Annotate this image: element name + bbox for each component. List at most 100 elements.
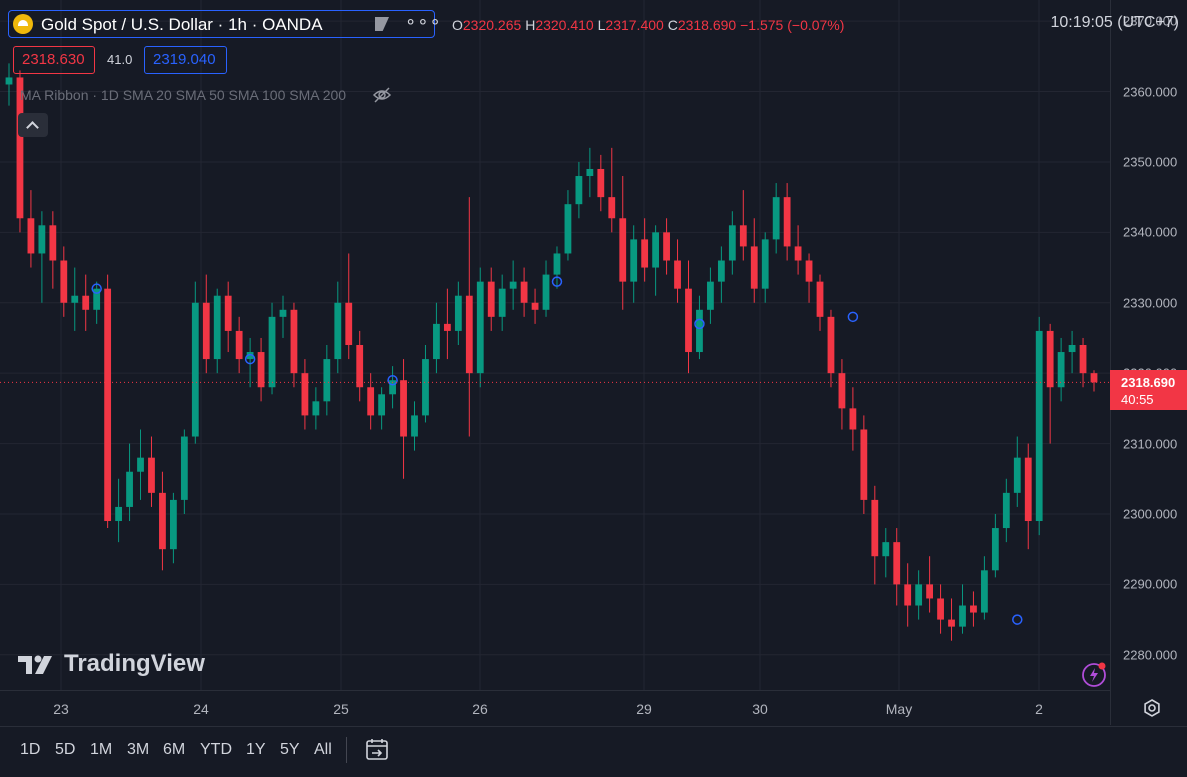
candle-body [860, 429, 868, 500]
spread-value: 41.0 [107, 52, 133, 67]
range-button-5y[interactable]: 5Y [280, 741, 300, 758]
clock[interactable]: 10:19:05 (UTC+7) [1050, 14, 1179, 31]
candle-body [827, 316, 835, 374]
candle-body [641, 239, 649, 268]
range-button-6m[interactable]: 6M [163, 741, 186, 758]
indicator-legend[interactable]: MA Ribbon · 1D SMA 20 SMA 50 SMA 100 SMA… [20, 87, 347, 103]
range-button-ytd[interactable]: YTD [200, 741, 232, 758]
sell-button[interactable]: 2318.630 [13, 46, 95, 74]
candle-body [454, 295, 462, 331]
candle-body [816, 281, 824, 317]
candle-body [104, 288, 112, 522]
candle-body [542, 274, 550, 310]
candle-body [991, 528, 999, 571]
price-tick-label: 2370.000 [1123, 13, 1178, 29]
candle-body [794, 246, 802, 261]
candle-body [674, 260, 681, 289]
last-price-label: 2318.690 40:55 [1110, 370, 1187, 411]
candle-body [761, 239, 769, 289]
tradingview-logo-text: TradingView [64, 650, 205, 677]
close-value: 2318.690 [677, 17, 737, 33]
close-label: C [667, 17, 678, 33]
low-value: 2317.400 [605, 17, 664, 33]
candle-body [443, 323, 451, 331]
candle-body [597, 168, 605, 198]
candle-body [345, 302, 353, 345]
candle-body [981, 570, 988, 613]
candle-body [465, 295, 473, 374]
price-tick-label: 2280.000 [1123, 647, 1178, 663]
price-tick-label: 2290.000 [1123, 576, 1178, 592]
price-tick-label: 2310.000 [1123, 436, 1178, 452]
range-button-1d[interactable]: 1D [20, 741, 41, 758]
price-tick-label: 2340.000 [1123, 224, 1178, 240]
candle-body [948, 619, 955, 627]
candle-body [739, 225, 747, 247]
candle-body [937, 598, 944, 620]
candle-body [553, 253, 561, 275]
candle-body [728, 225, 736, 261]
candle-body [652, 232, 660, 268]
gear-icon[interactable] [1142, 698, 1162, 718]
candle-body [1002, 492, 1010, 529]
candle-body [290, 309, 298, 374]
event-marker [847, 311, 859, 323]
range-button-5d[interactable]: 5D [55, 741, 76, 758]
candle-body [191, 302, 199, 437]
candle-body [871, 499, 879, 557]
buy-button[interactable]: 2319.040 [144, 46, 227, 74]
candle-body [71, 295, 79, 303]
open-label: O [452, 17, 463, 33]
symbol-search-button[interactable]: Gold Spot / U.S. Dollar · 1h · OANDA ∘∘∘ [8, 10, 441, 38]
candle-body [1090, 373, 1098, 383]
gold-symbol-icon [13, 14, 33, 34]
candle-body [1068, 345, 1076, 353]
candle-body [246, 352, 254, 360]
candle-body [378, 394, 386, 416]
price-chart[interactable] [0, 0, 1110, 690]
time-tick-label: May [885, 701, 913, 717]
candle-body [707, 281, 714, 310]
low-label: L [597, 17, 606, 33]
range-button-all[interactable]: All [314, 741, 332, 758]
range-button-1y[interactable]: 1Y [246, 741, 266, 758]
candle-body [1057, 352, 1065, 388]
candle-body [476, 281, 484, 374]
candle-body [367, 387, 375, 416]
candle-body [301, 373, 309, 416]
candle-body [509, 281, 517, 289]
more-icon[interactable]: ∘∘∘ [405, 11, 442, 31]
bar-countdown: 40:55 [1121, 392, 1154, 408]
candle-body [137, 457, 144, 472]
time-tick-label: 23 [53, 701, 69, 717]
candle-body [148, 457, 155, 493]
last-price-value: 2318.690 [1121, 375, 1176, 391]
candle-body [970, 605, 977, 613]
candle-body [60, 260, 68, 303]
candle-body [411, 415, 418, 437]
candle-body [115, 506, 122, 522]
price-tick-label: 2350.000 [1123, 154, 1178, 170]
candle-body [5, 77, 13, 85]
collapse-legend-button[interactable] [18, 113, 48, 137]
candle-body [279, 309, 287, 317]
date-range-icon[interactable] [364, 738, 390, 762]
candle-body [663, 232, 670, 261]
time-axis[interactable]: 23 24 25 26 29 30 May 2 [0, 690, 1110, 727]
candle-body [838, 373, 846, 409]
eye-hidden-icon[interactable] [372, 86, 392, 104]
flag-icon[interactable] [375, 17, 389, 31]
candle-body [126, 471, 133, 507]
range-button-1m[interactable]: 1M [90, 741, 113, 758]
candle-body [356, 345, 364, 388]
range-button-3m[interactable]: 3M [127, 741, 150, 758]
candle-body [487, 281, 495, 317]
candle-body [498, 288, 506, 317]
candle-body [893, 542, 901, 585]
candle-body [608, 197, 616, 219]
tradingview-logo-icon [18, 655, 52, 674]
bottom-toolbar: 1D 5D 1M 3M 6M YTD 1Y 5Y All [0, 726, 1187, 777]
lightning-alert-icon[interactable] [1082, 661, 1108, 687]
price-axis[interactable]: 2280.0002290.0002300.0002310.0002320.000… [1110, 0, 1187, 725]
time-tick-label: 26 [472, 701, 488, 717]
